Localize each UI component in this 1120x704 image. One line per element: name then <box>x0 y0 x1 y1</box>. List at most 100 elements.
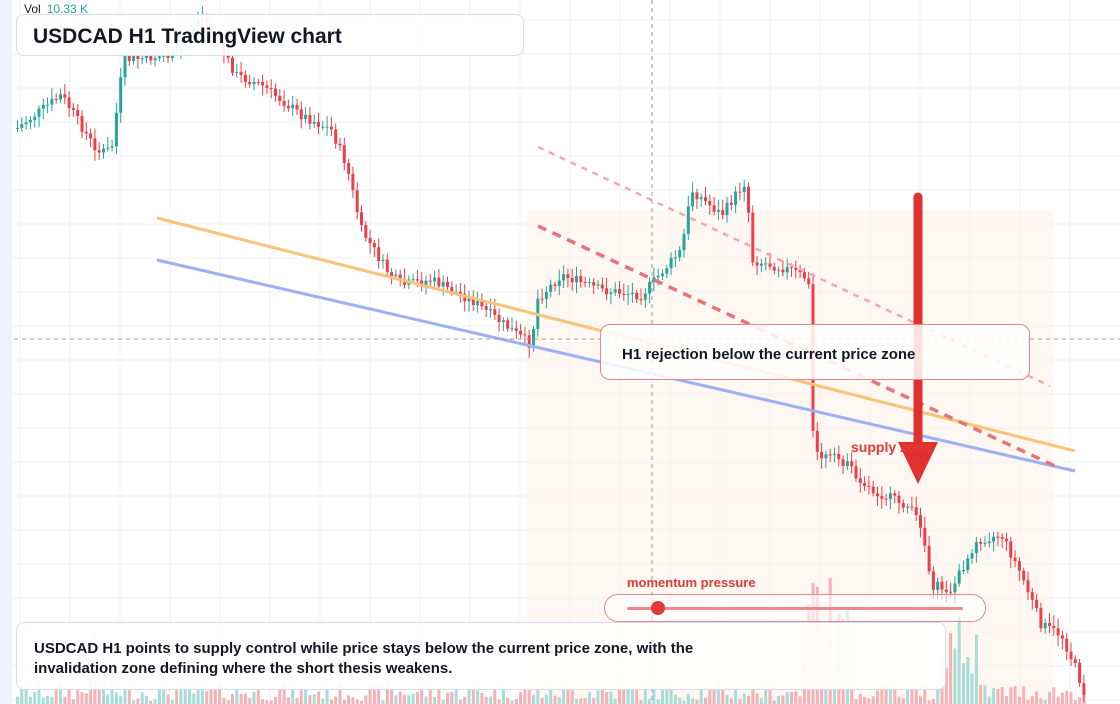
volume-bar <box>661 686 664 704</box>
volume-bar <box>553 695 557 704</box>
candle-body <box>291 104 295 109</box>
volume-bar <box>893 687 897 704</box>
volume-bar <box>570 690 574 704</box>
candle-body <box>226 54 230 58</box>
candle-body <box>962 570 965 572</box>
volume-bar <box>390 688 394 704</box>
candle-body <box>845 461 849 466</box>
volume-bar <box>317 691 320 704</box>
volume-bar <box>871 696 875 704</box>
candle-body <box>1065 638 1069 652</box>
volume-bar <box>1039 698 1043 704</box>
candle-body <box>493 309 497 315</box>
volume-bar <box>979 684 983 704</box>
summary-card: USDCAD H1 points to supply control while… <box>16 622 946 690</box>
candle-body <box>871 486 875 494</box>
volume-bar <box>407 695 411 704</box>
candle-body <box>1069 651 1073 660</box>
volume-bar <box>596 690 600 704</box>
candle-body <box>759 263 763 266</box>
candle-body <box>824 454 828 459</box>
volume-legend-label: Vol <box>24 2 41 16</box>
volume-bar <box>906 688 910 704</box>
candle-body <box>41 104 45 109</box>
volume-bar <box>140 692 144 704</box>
candle-body <box>1043 623 1047 629</box>
candle-body <box>231 57 234 73</box>
volume-bar <box>213 688 217 704</box>
candle-body <box>286 105 290 109</box>
volume-bar <box>291 683 295 704</box>
chart-title: USDCAD H1 TradingView chart <box>33 25 342 48</box>
volume-bar <box>544 694 548 704</box>
momentum-label: momentum pressure <box>627 575 756 590</box>
candle-body <box>261 82 265 86</box>
candle-body <box>983 543 987 545</box>
volume-bar <box>747 695 750 704</box>
volume-bar <box>1017 696 1021 704</box>
candle-body <box>63 94 67 98</box>
candle-body <box>876 493 879 497</box>
volume-bar <box>226 700 230 704</box>
candle-body <box>755 262 759 266</box>
volume-bar <box>403 694 406 704</box>
candle-body <box>123 55 127 78</box>
candle-body <box>716 210 720 212</box>
candle-body <box>360 212 363 226</box>
volume-bar <box>381 699 385 704</box>
volume-bar <box>798 696 802 704</box>
volume-bar <box>351 697 355 704</box>
summary-text: USDCAD H1 points to supply control while… <box>34 640 694 677</box>
volume-bar <box>493 687 497 704</box>
candle-body <box>252 81 256 85</box>
candle-body <box>433 277 437 282</box>
volume-bar <box>514 698 518 704</box>
volume-bar <box>781 695 785 704</box>
candle-body <box>467 296 471 302</box>
candle-body <box>992 536 996 542</box>
candle-body <box>304 114 308 120</box>
volume-bar <box>127 686 131 704</box>
volume-bar <box>437 687 441 704</box>
candle-body <box>1030 592 1034 600</box>
down-arrow-icon <box>898 192 938 484</box>
volume-bar <box>557 697 561 704</box>
volume-bar <box>41 697 45 704</box>
volume-bar <box>170 699 174 704</box>
volume-bar <box>566 687 570 704</box>
candle-body <box>80 115 84 132</box>
volume-bar <box>957 617 961 704</box>
candle-body <box>949 591 953 593</box>
candle-body <box>704 197 707 201</box>
volume-bar <box>850 683 854 704</box>
candle-body <box>562 274 566 281</box>
candle-body <box>510 328 514 330</box>
candle-body <box>334 129 338 144</box>
volume-bar <box>519 692 523 704</box>
rejection-callout: H1 rejection below the current price zon… <box>600 324 1030 380</box>
volume-bar <box>742 693 746 704</box>
volume-bar <box>966 656 970 704</box>
candle-body <box>931 571 935 590</box>
candle-body <box>269 88 273 90</box>
candle-body <box>833 453 836 455</box>
candle-body <box>1000 537 1004 539</box>
volume-bar <box>987 696 991 704</box>
candle-body <box>364 225 368 239</box>
volume-bar <box>269 700 273 704</box>
candle-body <box>312 121 316 124</box>
candle-body <box>342 145 346 164</box>
candle-body <box>587 281 591 283</box>
candle-body <box>867 485 871 487</box>
volume-bar <box>188 688 191 704</box>
volume-bar <box>858 694 862 704</box>
volume-bar <box>790 692 793 704</box>
candle-body <box>299 109 303 120</box>
candle-body <box>476 301 480 306</box>
supply-zone-label: supply zone <box>851 439 932 455</box>
candle-body <box>157 56 161 59</box>
volume-bar <box>476 690 480 704</box>
candle-body <box>695 192 699 200</box>
volume-bar <box>927 700 931 704</box>
candle-body <box>480 301 484 307</box>
